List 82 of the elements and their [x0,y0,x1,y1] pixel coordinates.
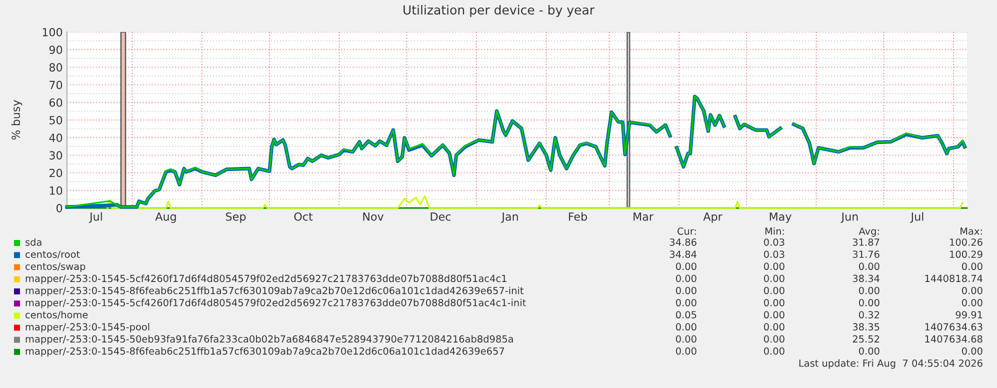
x-tick-label: Jul [910,212,924,223]
text: 31.76 [852,250,880,258]
text: 0.00 [676,274,696,282]
text: 31.87 [852,238,880,246]
text: 100.29 [950,250,982,258]
y-tick-label: 20 [50,168,62,178]
legend-label: centos/swap [26,262,86,272]
text: 0.00 [676,286,696,294]
y-tick-label: 50 [50,116,62,124]
legend-label: centos/root [26,250,80,259]
text: 0.00 [962,286,982,294]
text: 1440818.74 [925,274,982,282]
text: 34.86 [670,238,696,246]
text: 0.00 [676,335,696,343]
x-tick-label: Jun [840,212,858,223]
text: 0.00 [858,298,880,306]
text: 0.00 [764,335,784,343]
text: 0.00 [764,286,784,294]
x-tick-label: Mar [634,212,654,221]
text: 0.00 [676,347,696,355]
x-tick-label: Apr [703,212,722,223]
x-tick-label: Feb [569,212,587,221]
text: 38.35 [852,323,880,331]
text: 0.00 [764,347,784,355]
text: 0.00 [764,311,784,318]
y-tick-label: 80 [49,63,62,72]
text: 0.00 [962,298,982,306]
text: 0.05 [676,311,696,318]
chart-title: Utilization per device - by year [404,4,595,18]
text: 0.00 [676,262,696,270]
text: 0.00 [962,347,982,355]
text: 0.00 [676,298,696,306]
text: 0.03 [764,238,784,246]
legend-label: mapper/-253:0-1545-pool [26,322,150,332]
text: 0.03 [764,250,784,258]
x-tick-label: May [770,212,792,223]
y-tick-label: 90 [49,46,62,54]
legend-label: mapper/-253:0-1545-50eb93fa91fa76fa233ca0b02b7a6846847e528943790e7712084216ab8d985a [26,335,513,345]
line-series [106,195,964,209]
text: 0.00 [962,262,982,270]
x-tick-label: Jul [88,212,102,223]
text: Avg: [858,228,879,237]
text: Min: [765,227,784,235]
x-tick-label: Oct [294,212,313,221]
legend-label: centos/home [26,310,88,320]
text: Last update: Fri Aug 7 04:55:04 2026 [799,359,982,369]
text: 25.52 [852,335,880,343]
legend-label: mapper/-253:0-1545-8f6feab6c251ffb1a57cf630109ab7a9ca2b70e12d6c06a101c1dad42639e657 [26,347,504,357]
text: 99.91 [956,311,982,318]
x-tick-label: Dec [430,212,451,221]
y-axis-title: % busy [11,100,22,140]
text: 1407634.68 [925,335,982,343]
text: 100.26 [950,238,982,246]
text: 0.00 [676,323,696,331]
text: Cur: [677,227,696,235]
text: 34.84 [670,250,696,258]
legend-label: mapper/-253:0-1545-5cf4260f17d6f4d8054579f02ed2d56927c21783763dde07b7088d80f51ac4c1 [26,274,506,284]
text: 0.00 [858,347,880,355]
legend-label: mapper/-253:0-1545-5cf4260f17d6f4d8054579f02ed2d56927c21783763dde07b7088d80f51ac4c1-init [26,298,526,308]
text: 38.34 [852,274,880,282]
text: 0.00 [764,298,784,306]
y-tick-label: 70 [50,80,62,90]
x-tick-label: Jan [501,212,518,223]
y-tick-label: 30 [50,151,62,160]
x-tick-label: Aug [155,212,176,223]
y-tick-label: 60 [49,98,62,107]
y-tick-label: 40 [49,134,62,142]
text: 0.00 [764,262,784,270]
legend-label: mapper/-253:0-1545-8f6feab6c251ffb1a57cf630109ab7a9ca2b70e12d6c06a101c1dad42639e657-init [26,286,524,296]
x-tick-label: Sep [226,212,246,223]
text: 1407634.63 [925,323,982,331]
y-tick-label: 100 [42,28,62,36]
legend-label: sda [26,238,42,246]
text: 0.00 [764,274,784,282]
text: 0.00 [858,286,880,294]
y-tick-label: 0 [56,204,62,212]
text: 0.00 [858,262,880,270]
text: 0.32 [858,311,880,318]
x-tick-label: Nov [363,212,384,221]
y-tick-label: 10 [50,186,62,195]
text: 0.00 [764,323,784,331]
text: Max: [960,228,982,235]
